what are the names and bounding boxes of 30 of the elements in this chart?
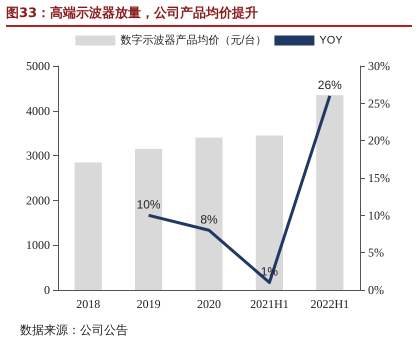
bar <box>74 162 102 290</box>
y2-tick-label: 20% <box>368 134 390 148</box>
y-tick-label: 0 <box>44 283 50 297</box>
y-tick-label: 1000 <box>26 238 50 252</box>
bar <box>316 95 344 290</box>
legend-label: 数字示波器产品均价（元/台） <box>120 34 266 46</box>
y2-tick-label: 25% <box>368 96 390 110</box>
x-tick-label: 2021H1 <box>250 297 289 311</box>
bar <box>256 135 283 290</box>
bar <box>195 138 223 290</box>
data-label: 8% <box>200 212 218 226</box>
bar <box>135 148 162 290</box>
data-label: 10% <box>136 197 161 212</box>
x-tick-label: 2020 <box>197 297 221 311</box>
legend-label: YOY <box>319 34 344 46</box>
data-label: 26% <box>318 78 342 92</box>
source-note: 数据来源：公司公告 <box>20 322 128 339</box>
y-tick-label: 3000 <box>26 148 50 163</box>
y-tick-label: 4000 <box>26 104 50 118</box>
x-tick-label: 2018 <box>76 297 100 311</box>
y2-tick-label: 30% <box>368 59 390 73</box>
y-tick-label: 5000 <box>26 59 50 73</box>
chart-title: 图33：高端示波器放量，公司产品均价提升 <box>6 4 412 27</box>
y2-tick-label: 5% <box>368 246 384 260</box>
y-tick-label: 2000 <box>26 193 50 208</box>
x-tick-label: 2022H1 <box>310 297 350 311</box>
x-tick-label: 2019 <box>136 297 161 311</box>
y2-tick-label: 15% <box>368 171 390 185</box>
y2-tick-label: 10% <box>368 208 390 222</box>
y2-tick-label: 0% <box>368 283 384 297</box>
